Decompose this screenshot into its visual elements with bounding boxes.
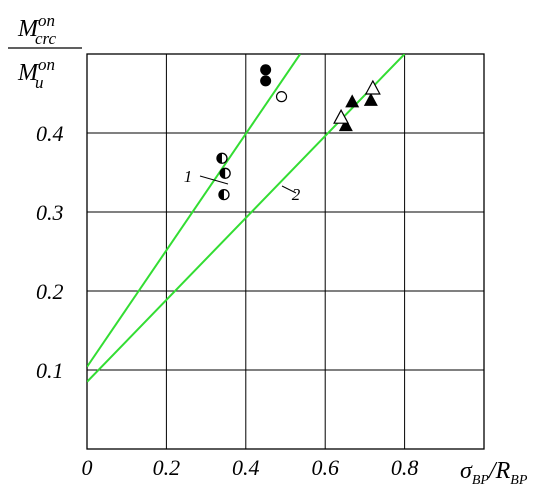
point xyxy=(260,64,272,76)
point xyxy=(218,188,230,201)
point xyxy=(216,152,228,164)
fit-line xyxy=(87,54,406,383)
y-label-bottom: Mon u xyxy=(17,55,55,92)
point xyxy=(363,92,378,106)
point xyxy=(260,75,272,87)
fit-line xyxy=(87,54,302,368)
point xyxy=(364,79,381,95)
y-axis-label: Mon crc Mon u xyxy=(8,11,82,92)
point xyxy=(338,118,353,132)
x-tick-label: 0.6 xyxy=(311,455,339,480)
x-tick-label: 0.8 xyxy=(391,455,419,480)
line-label: 1 xyxy=(184,167,193,186)
x-tick-label: 0 xyxy=(82,455,93,480)
y-tick-label: 0.1 xyxy=(36,358,64,383)
line-label: 2 xyxy=(292,185,301,204)
point xyxy=(333,108,350,124)
label-leader xyxy=(281,185,297,194)
x-tick-label: 0.2 xyxy=(153,455,181,480)
x-axis-label: σBP/RBP xyxy=(460,458,528,488)
point xyxy=(345,94,360,108)
y-tick-label: 0.4 xyxy=(36,121,64,146)
x-tick-label: 0.4 xyxy=(232,455,260,480)
plot-frame xyxy=(86,53,485,450)
point xyxy=(219,167,231,179)
point xyxy=(275,91,288,103)
y-tick-label: 0.2 xyxy=(36,279,64,304)
y-label-top: Mon crc xyxy=(17,11,57,48)
y-tick-label: 0.3 xyxy=(36,200,64,225)
label-leader xyxy=(199,175,229,185)
